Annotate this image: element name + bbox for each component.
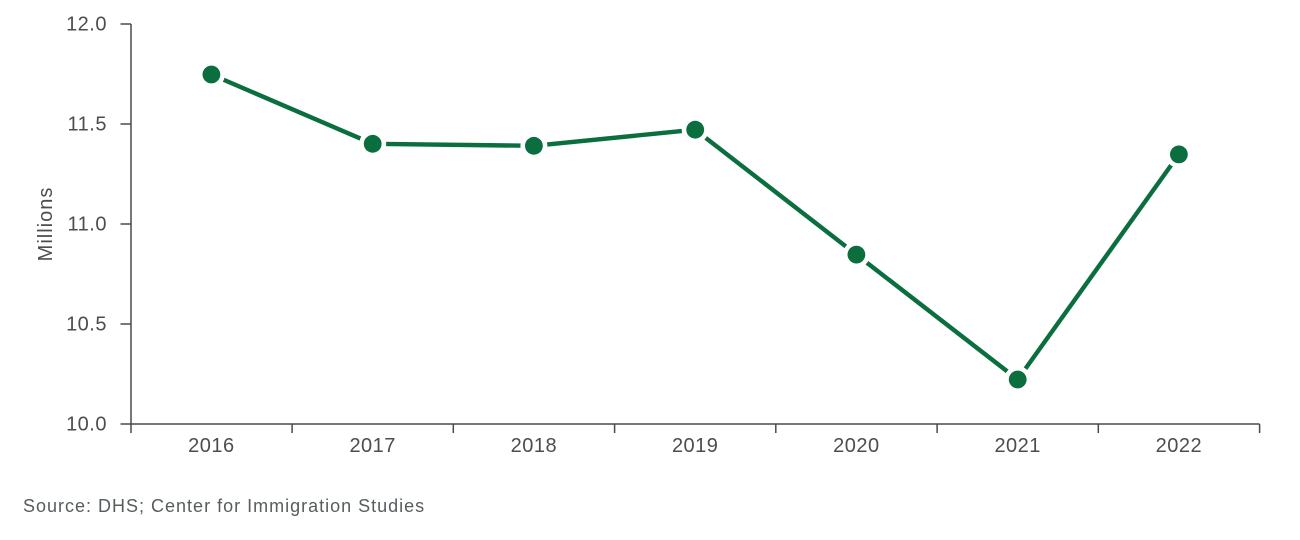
- svg-text:2016: 2016: [188, 435, 235, 457]
- svg-text:10.5: 10.5: [66, 314, 107, 336]
- svg-text:2020: 2020: [833, 435, 880, 457]
- svg-text:2018: 2018: [511, 435, 558, 457]
- svg-text:12.0: 12.0: [66, 14, 107, 36]
- svg-text:Millions: Millions: [35, 187, 57, 262]
- svg-text:2021: 2021: [994, 435, 1041, 457]
- svg-text:2022: 2022: [1156, 435, 1203, 457]
- svg-text:11.5: 11.5: [68, 114, 107, 136]
- svg-text:Source: DHS; Center for Immigr: Source: DHS; Center for Immigration Stud…: [23, 496, 425, 516]
- svg-text:2017: 2017: [349, 435, 396, 457]
- svg-text:2019: 2019: [672, 435, 719, 457]
- svg-text:10.0: 10.0: [66, 414, 107, 436]
- svg-text:11.0: 11.0: [68, 214, 107, 236]
